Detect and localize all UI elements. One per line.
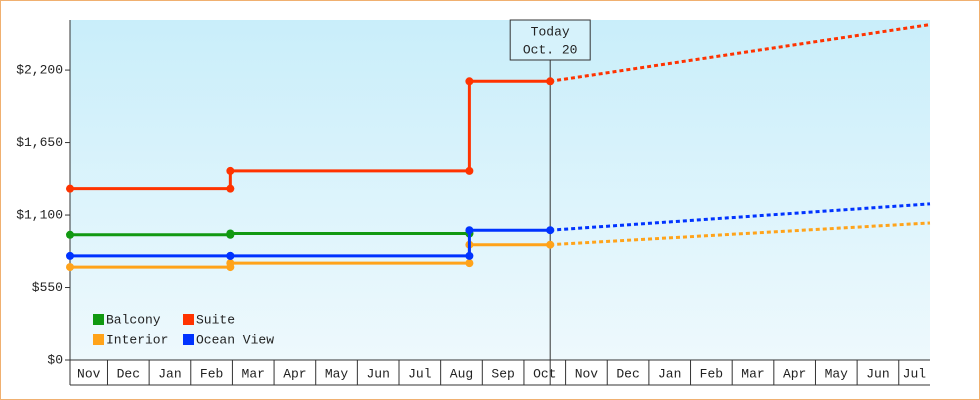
price-point (465, 259, 474, 268)
today-box (509, 19, 591, 61)
price-point (226, 259, 235, 268)
x-tick-label: Apr (783, 366, 806, 381)
y-tick-label: $1,650 (16, 135, 63, 150)
price-point (465, 226, 474, 235)
today-title: Today (531, 24, 570, 39)
x-tick-label: Sep (491, 366, 514, 381)
legend-label: Ocean View (196, 332, 274, 347)
legend-swatch (93, 334, 104, 345)
x-tick-label: May (325, 366, 349, 381)
x-tick-label: May (825, 366, 849, 381)
price-point (66, 251, 74, 260)
legend-label: Suite (196, 312, 235, 327)
x-tick-label: Jul (408, 366, 432, 381)
forecast-line (550, 202, 931, 232)
x-tick-label: Apr (283, 366, 306, 381)
price-point (66, 184, 74, 193)
price-point (465, 77, 474, 86)
x-tick-label: Mar (242, 366, 265, 381)
x-tick-label: Aug (450, 366, 473, 381)
x-tick-label: Nov (575, 366, 599, 381)
x-tick-label: Jan (658, 366, 681, 381)
legend-label: Balcony (106, 312, 161, 327)
price-line (70, 79, 551, 191)
x-tick-label: Oct (533, 366, 556, 381)
price-point (226, 166, 235, 175)
x-tick-label: Jun (866, 366, 889, 381)
today-date: Oct. 20 (523, 42, 578, 57)
price-point (66, 230, 74, 239)
x-tick-label: Jan (158, 366, 181, 381)
price-point (546, 226, 555, 235)
price-point (66, 263, 74, 272)
price-line (70, 243, 551, 269)
x-tick-label: Feb (700, 366, 723, 381)
legend-swatch (183, 334, 194, 345)
price-point (546, 77, 555, 86)
x-tick-label: Jul (903, 366, 927, 381)
price-point (546, 240, 555, 249)
x-tick-label: Dec (616, 366, 639, 381)
price-point (465, 251, 474, 260)
legend-swatch (183, 314, 194, 325)
x-tick-label: Jun (366, 366, 389, 381)
x-tick-label: Mar (741, 366, 764, 381)
y-tick-label: $0 (47, 352, 63, 367)
x-tick-label: Nov (77, 366, 101, 381)
price-point (465, 166, 474, 175)
forecast-line (549, 23, 931, 83)
legend-swatch (93, 314, 104, 325)
y-tick-label: $1,100 (16, 207, 63, 222)
x-tick-label: Feb (200, 366, 223, 381)
price-line (70, 231, 470, 237)
price-point (226, 184, 235, 193)
y-tick-label: $2,200 (16, 63, 63, 78)
forecast-line (550, 221, 931, 247)
price-point (226, 251, 235, 260)
price-point (226, 229, 235, 238)
legend-label: Interior (106, 332, 168, 347)
y-tick-label: $550 (32, 280, 63, 295)
x-tick-label: Dec (117, 366, 140, 381)
